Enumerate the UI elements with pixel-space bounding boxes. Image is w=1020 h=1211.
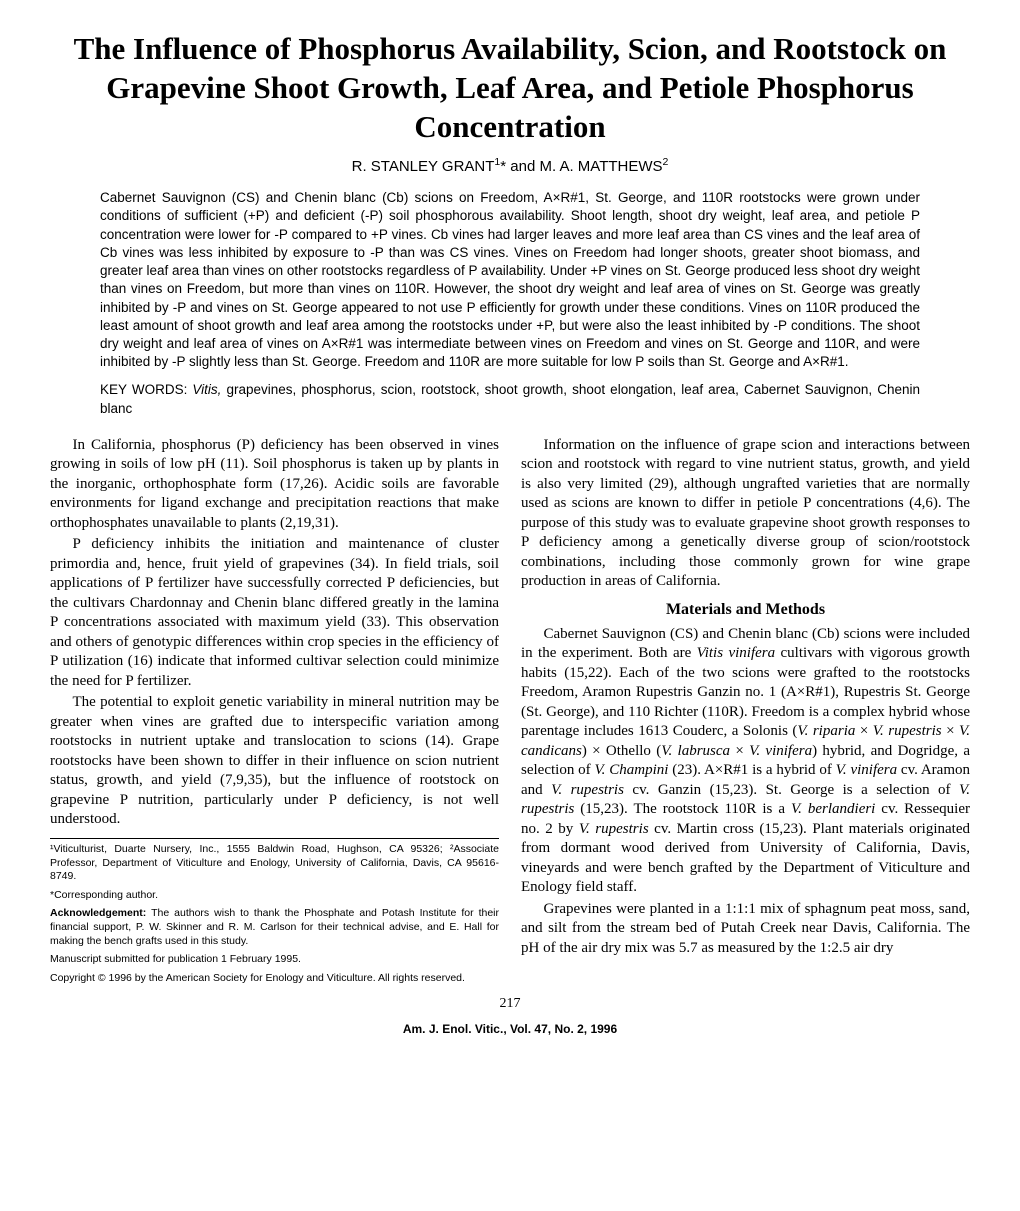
keywords-label: KEY WORDS: bbox=[100, 382, 187, 397]
footnote-acknowledgement: Acknowledgement: The authors wish to tha… bbox=[50, 907, 499, 948]
keywords-italic: Vitis, bbox=[192, 382, 221, 397]
footnotes: ¹Viticulturist, Duarte Nursery, Inc., 15… bbox=[50, 838, 499, 986]
section-heading-methods: Materials and Methods bbox=[521, 600, 970, 621]
footnote-copyright: Copyright © 1996 by the American Society… bbox=[50, 972, 499, 986]
paragraph: The potential to exploit genetic variabi… bbox=[50, 693, 499, 830]
paragraph: Cabernet Sauvignon (CS) and Chenin blanc… bbox=[521, 625, 970, 898]
article-title: The Influence of Phosphorus Availability… bbox=[50, 30, 970, 146]
journal-citation: Am. J. Enol. Vitic., Vol. 47, No. 2, 199… bbox=[50, 1022, 970, 1036]
keywords-rest: grapevines, phosphorus, scion, rootstock… bbox=[100, 382, 920, 415]
authors: R. STANLEY GRANT1* and M. A. MATTHEWS2 bbox=[50, 156, 970, 175]
footnote-submitted: Manuscript submitted for publication 1 F… bbox=[50, 953, 499, 967]
footnote-corresponding: *Corresponding author. bbox=[50, 889, 499, 903]
body-text: In California, phosphorus (P) deficiency… bbox=[50, 436, 970, 986]
paragraph: Information on the influence of grape sc… bbox=[521, 436, 970, 592]
keywords: KEY WORDS: Vitis, grapevines, phosphorus… bbox=[100, 381, 920, 417]
paragraph: In California, phosphorus (P) deficiency… bbox=[50, 436, 499, 534]
footnote-affiliation: ¹Viticulturist, Duarte Nursery, Inc., 15… bbox=[50, 843, 499, 884]
ack-label: Acknowledgement: bbox=[50, 907, 146, 919]
page-number: 217 bbox=[50, 996, 970, 1012]
abstract: Cabernet Sauvignon (CS) and Chenin blanc… bbox=[100, 189, 920, 371]
paragraph: Grapevines were planted in a 1:1:1 mix o… bbox=[521, 900, 970, 959]
paragraph: P deficiency inhibits the initiation and… bbox=[50, 535, 499, 691]
